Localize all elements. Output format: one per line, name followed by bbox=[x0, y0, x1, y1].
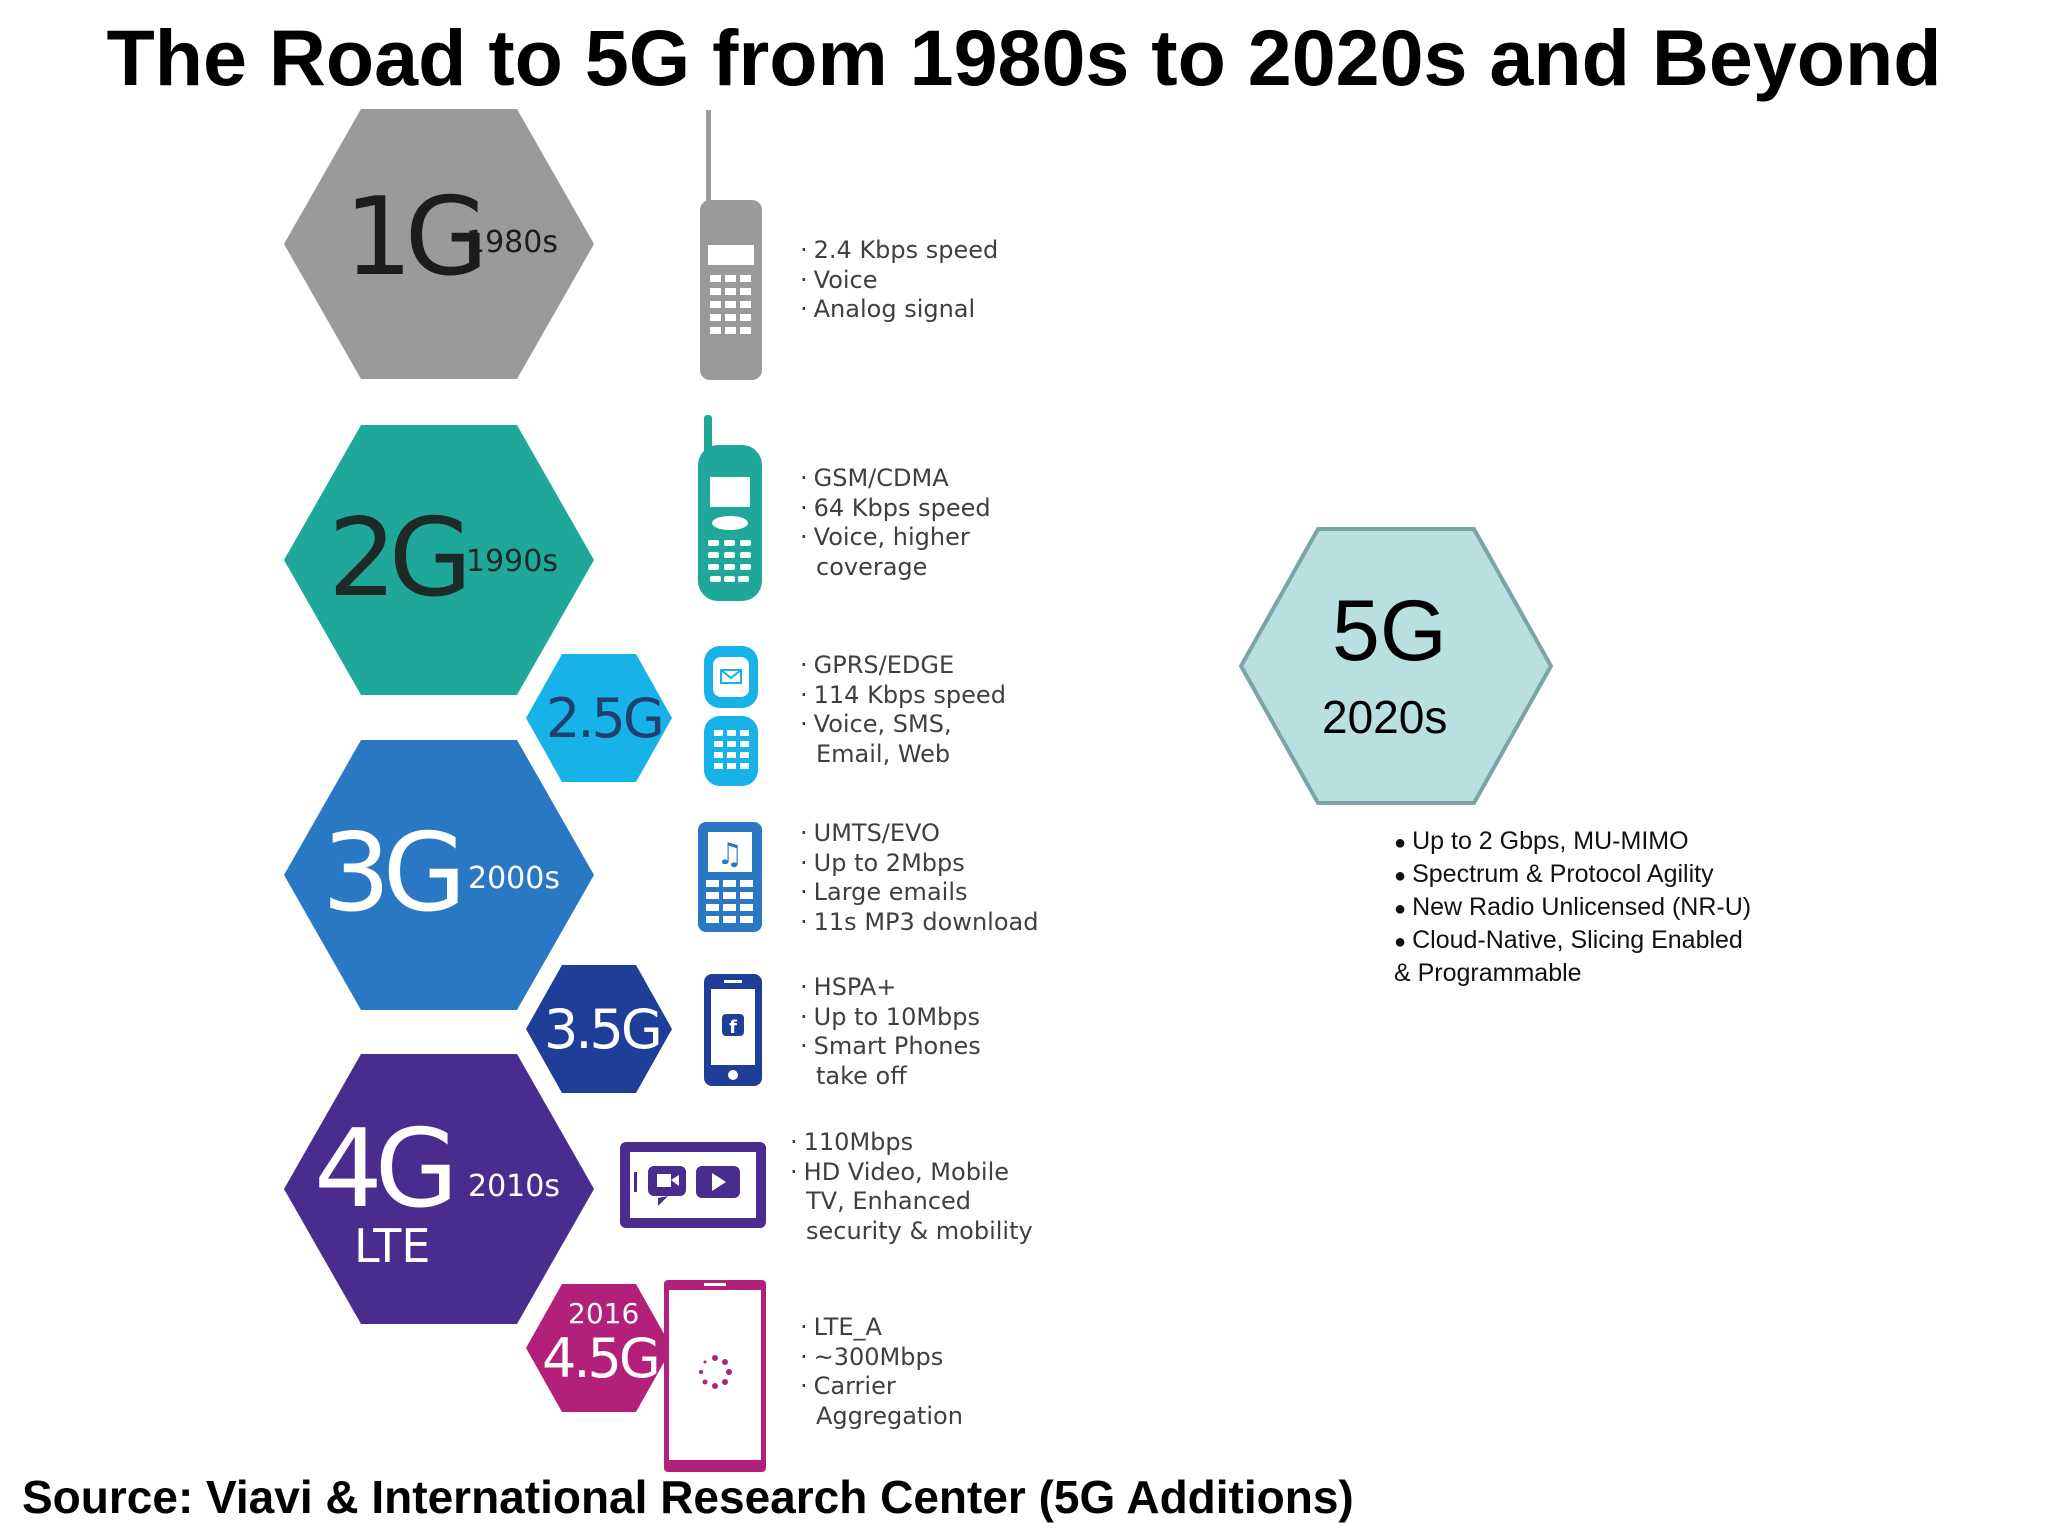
feature-item: Voice, SMS, bbox=[800, 710, 1006, 740]
gen-label-4g: 4G bbox=[314, 1107, 458, 1232]
feature-list-2g: GSM/CDMA 64 Kbps speed Voice, higher cov… bbox=[800, 464, 991, 582]
feature-item: Aggregation bbox=[816, 1401, 963, 1430]
feature-list-1g: 2.4 Kbps speed Voice Analog signal bbox=[800, 236, 999, 325]
feature-item: take off bbox=[816, 1061, 907, 1090]
feature-item: ~300Mbps bbox=[800, 1343, 963, 1373]
year-label-4-5g: 2016 bbox=[568, 1297, 640, 1330]
gen-label-1g: 1G bbox=[344, 175, 488, 300]
feature-item: Spectrum & Protocol Agility bbox=[1394, 859, 1751, 892]
feature-item: HSPA+ bbox=[800, 973, 981, 1003]
page-title: The Road to 5G from 1980s to 2020s and B… bbox=[106, 13, 1942, 102]
feature-list-4-5g: LTE_A ~300Mbps Carrier Aggregation bbox=[800, 1313, 963, 1431]
year-label-4g: 2010s bbox=[468, 1169, 560, 1204]
feature-item: GPRS/EDGE bbox=[800, 651, 1006, 681]
feature-item: Cloud-Native, Slicing Enabled bbox=[1394, 925, 1751, 958]
year-label-2g: 1990s bbox=[466, 544, 558, 579]
feature-item: Analog signal bbox=[800, 295, 998, 325]
feature-item: 11s MP3 download bbox=[800, 908, 1039, 938]
feature-item: security & mobility bbox=[806, 1216, 1033, 1245]
svg-text:♫: ♫ bbox=[717, 837, 744, 872]
feature-item: Up to 2Mbps bbox=[800, 849, 1038, 879]
hexagon-3-5g: 3.5G bbox=[526, 965, 672, 1093]
hexagon-2g: 2G 1990s bbox=[284, 425, 594, 695]
loading-smartphone-icon bbox=[664, 1280, 766, 1472]
feature-item: & Programmable bbox=[1394, 959, 1582, 987]
feature-list-4g: 110Mbps HD Video, Mobile TV, Enhanced se… bbox=[790, 1128, 1033, 1246]
flip-phone-email-icon bbox=[704, 646, 758, 786]
gen-label-5g: 5G bbox=[1332, 583, 1447, 679]
brick-phone-icon bbox=[700, 110, 762, 380]
svg-text:f: f bbox=[729, 1017, 737, 1038]
gen-label-4-5g: 4.5G bbox=[542, 1327, 661, 1390]
source-caption: Source: Viavi & International Research C… bbox=[22, 1471, 1354, 1523]
feature-item: coverage bbox=[816, 552, 928, 581]
feature-list-2-5g: GPRS/EDGE 114 Kbps speed Voice, SMS, Ema… bbox=[800, 651, 1006, 769]
feature-item: 114 Kbps speed bbox=[800, 681, 1006, 711]
feature-item: 64 Kbps speed bbox=[800, 494, 991, 524]
hexagon-3g: 3G 2000s bbox=[284, 740, 594, 1010]
gen-label-3g: 3G bbox=[322, 811, 466, 936]
smartphone-facebook-icon: f bbox=[704, 974, 762, 1086]
hexagon-2-5g: 2.5G bbox=[526, 654, 672, 782]
feature-item: LTE_A bbox=[800, 1313, 963, 1343]
hexagon-1g: 1G 1980s bbox=[284, 109, 594, 379]
year-label-1g: 1980s bbox=[466, 225, 558, 260]
feature-list-3g: UMTS/EVO Up to 2Mbps Large emails 11s MP… bbox=[800, 819, 1039, 938]
hexagon-4-5g: 2016 4.5G bbox=[526, 1284, 672, 1412]
feature-item: Voice bbox=[800, 266, 998, 296]
feature-item: Email, Web bbox=[816, 739, 951, 768]
feature-item: 2.4 Kbps speed bbox=[800, 236, 999, 266]
sub-label-4g: LTE bbox=[354, 1219, 431, 1273]
feature-item: TV, Enhanced bbox=[806, 1187, 972, 1215]
feature-item: New Radio Unlicensed (NR-U) bbox=[1394, 892, 1751, 925]
feature-item: Voice, higher bbox=[800, 523, 991, 553]
gen-label-2g: 2G bbox=[328, 496, 472, 621]
feature-item: Up to 10Mbps bbox=[800, 1003, 981, 1033]
feature-item: Large emails bbox=[800, 878, 1038, 908]
feature-item: UMTS/EVO bbox=[800, 819, 1038, 849]
video-tablet-icon bbox=[620, 1142, 766, 1228]
hexagon-5g: 5G 2020s bbox=[1238, 526, 1554, 806]
music-phone-icon: ♫ bbox=[698, 822, 762, 932]
feature-item: Up to 2 Gbps, MU-MIMO bbox=[1394, 826, 1751, 859]
feature-item: HD Video, Mobile bbox=[790, 1158, 1033, 1188]
feature-list-3-5g: HSPA+ Up to 10Mbps Smart Phones take off bbox=[800, 973, 981, 1091]
feature-item: 110Mbps bbox=[790, 1128, 1033, 1158]
gen-label-2-5g: 2.5G bbox=[546, 687, 665, 750]
hexagon-4g: 4G 2010s LTE bbox=[284, 1054, 594, 1324]
candybar-phone-icon bbox=[698, 415, 762, 601]
year-label-3g: 2000s bbox=[468, 861, 560, 896]
feature-list-5g: Up to 2 Gbps, MU-MIMO Spectrum & Protoco… bbox=[1394, 826, 1751, 989]
gen-label-3-5g: 3.5G bbox=[544, 998, 663, 1061]
feature-item: Smart Phones bbox=[800, 1032, 981, 1062]
feature-item: Carrier bbox=[800, 1372, 963, 1402]
feature-item: GSM/CDMA bbox=[800, 464, 991, 494]
year-label-5g: 2020s bbox=[1322, 691, 1448, 743]
